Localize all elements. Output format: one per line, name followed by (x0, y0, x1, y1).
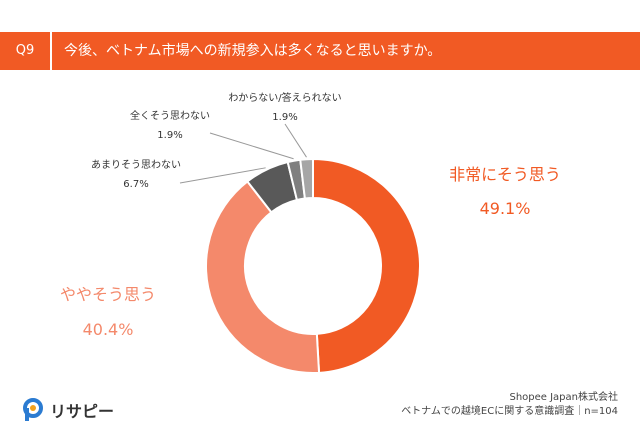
value-label-4: 1.9% (157, 130, 182, 141)
slice-5 (299, 157, 314, 200)
slice-2 (205, 180, 321, 374)
source-footer: Shopee Japan株式会社 ベトナムでの越境ECに関する意識調査｜n=10… (401, 391, 618, 419)
company-name: Shopee Japan株式会社 (509, 392, 618, 403)
donut-slices (205, 157, 421, 374)
question-header: Q9 今後、ベトナム市場への新規参入は多くなると思いますか。 (0, 32, 640, 70)
value-label-3: 6.7% (123, 179, 148, 190)
category-label-1: 非常にそう思う (449, 165, 561, 184)
leader-lines (179, 123, 307, 184)
slice-labels: 非常にそう思う 49.1% ややそう思う 40.4% あまりそう思わない 6.7% 全くそう… (60, 91, 561, 339)
value-label-1: 49.1% (480, 199, 531, 218)
survey-info: ベトナムでの越境ECに関する意識調査｜n=104 (401, 406, 618, 417)
question-number-badge: Q9 (0, 32, 52, 70)
value-label-5: 1.9% (272, 112, 297, 123)
category-label-2: ややそう思う (60, 285, 156, 304)
category-label-3: あまりそう思わない (91, 159, 181, 171)
question-text: 今後、ベトナム市場への新規参入は多くなると思いますか。 (64, 43, 442, 59)
logo-text: リサピー (50, 402, 115, 421)
category-label-4: 全くそう思わない (130, 109, 210, 122)
logo-icon (23, 398, 43, 421)
slice-1 (312, 157, 421, 374)
leader-line-4 (209, 132, 294, 160)
leader-line-5 (284, 123, 307, 158)
leader-line-3 (179, 167, 266, 184)
brand-logo: リサピー (22, 396, 114, 424)
category-label-5: わからない/答えられない (228, 91, 341, 104)
value-label-2: 40.4% (83, 320, 134, 339)
